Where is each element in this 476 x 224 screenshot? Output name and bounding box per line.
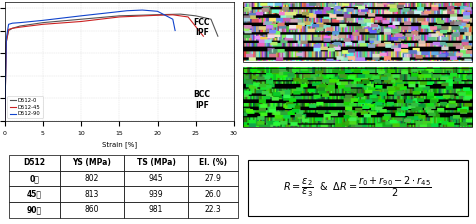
Text: 45도: 45도 [27,190,42,199]
FancyBboxPatch shape [10,202,60,218]
FancyBboxPatch shape [188,186,238,202]
D512-0 [10,27,15,30]
Text: 813: 813 [84,190,99,199]
FancyBboxPatch shape [124,155,188,171]
D512-90 [3,37,9,40]
Line: D512-90: D512-90 [5,10,175,121]
Text: D512: D512 [23,159,46,168]
D512-0 [40,21,46,24]
D512-90 [78,15,84,17]
FancyBboxPatch shape [124,202,188,218]
Legend: D512-0, D512-45, D512-90: D512-0, D512-45, D512-90 [8,96,43,118]
X-axis label: Strain [%]: Strain [%] [101,141,137,148]
Text: YS (MPa): YS (MPa) [72,159,111,168]
D512-90 [2,120,8,123]
D512-0 [2,120,8,123]
D512-0 [6,29,11,32]
D512-0 [208,18,213,21]
FancyBboxPatch shape [60,155,124,171]
FancyBboxPatch shape [124,186,188,202]
FancyBboxPatch shape [10,186,60,202]
D512-0 [17,25,23,27]
Text: 26.0: 26.0 [204,190,221,199]
D512-90 [172,29,178,32]
D512-0 [215,35,220,38]
D512-90 [10,22,15,25]
Text: 802: 802 [84,174,99,183]
Text: BCC
IPF: BCC IPF [193,90,210,110]
Text: 27.9: 27.9 [204,174,221,183]
D512-45 [78,20,84,23]
FancyBboxPatch shape [60,202,124,218]
Text: 90도: 90도 [27,205,42,214]
D512-45 [185,16,190,18]
D512-0 [177,13,183,15]
FancyBboxPatch shape [247,160,466,216]
FancyBboxPatch shape [10,171,60,186]
Text: 939: 939 [149,190,163,199]
FancyBboxPatch shape [188,155,238,171]
D512-45 [200,35,206,38]
FancyBboxPatch shape [124,171,188,186]
FancyBboxPatch shape [188,202,238,218]
Text: 945: 945 [149,174,163,183]
Text: 22.3: 22.3 [205,205,221,214]
Line: D512-45: D512-45 [5,15,203,121]
D512-90 [109,11,114,14]
D512-90 [124,9,129,12]
D512-45 [40,23,46,26]
D512-90 [6,23,11,26]
D512-45 [2,120,8,123]
Line: D512-0: D512-0 [5,14,218,121]
Text: 981: 981 [149,205,163,214]
D512-45 [116,16,122,18]
FancyBboxPatch shape [188,171,238,186]
D512-45 [3,41,9,43]
FancyBboxPatch shape [60,171,124,186]
D512-90 [169,18,175,21]
D512-90 [40,19,46,22]
FancyBboxPatch shape [60,186,124,202]
D512-0 [192,15,198,17]
D512-0 [116,15,122,17]
Text: 860: 860 [84,205,99,214]
D512-45 [17,26,23,28]
D512-0 [78,18,84,21]
Text: El. (%): El. (%) [199,159,227,168]
Text: FCC
IPF: FCC IPF [193,17,209,37]
D512-0 [3,41,9,43]
D512-90 [17,21,23,24]
D512-45 [154,14,160,17]
D512-45 [169,13,175,16]
D512-90 [139,9,145,11]
FancyBboxPatch shape [10,155,60,171]
D512-45 [6,28,11,31]
Text: TS (MPa): TS (MPa) [136,159,175,168]
D512-45 [10,27,15,30]
D512-90 [154,10,160,13]
Text: 0도: 0도 [30,174,40,183]
D512-0 [154,13,160,16]
Text: $R = \dfrac{\varepsilon_2}{\varepsilon_3}$  &  $\Delta R = \dfrac{r_0 + r_{90} -: $R = \dfrac{\varepsilon_2}{\varepsilon_3… [283,174,431,199]
